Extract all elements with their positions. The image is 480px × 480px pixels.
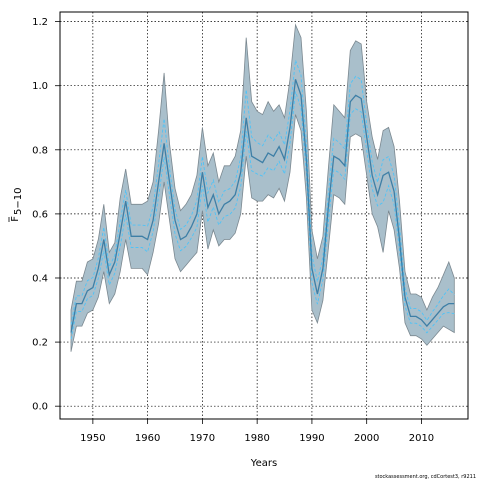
x-tick-label-1990: 1990 xyxy=(299,433,324,444)
y-tick-label-0.6: 0.6 xyxy=(32,209,48,220)
footer-credit: stockassessment.org, cdCortest3, r9211 xyxy=(375,474,476,480)
y-tick-label-1.2: 1.2 xyxy=(32,17,48,28)
y-tick-label-0.8: 0.8 xyxy=(32,145,48,156)
grid xyxy=(60,12,468,419)
y-axis-title: F 5−10 xyxy=(8,188,24,222)
y-axis-title-main: F xyxy=(10,216,21,222)
plot-frame xyxy=(59,11,469,420)
x-tick-label-1960: 1960 xyxy=(135,433,160,444)
y-axis: 0.0 0.2 0.4 0.6 0.8 1.0 1.2 xyxy=(32,17,60,413)
iteration-line-2 xyxy=(70,91,455,340)
median-line xyxy=(70,79,455,333)
y-tick-label-0.4: 0.4 xyxy=(32,273,48,284)
iteration-line-1 xyxy=(70,60,455,325)
y-tick-label-0.0: 0.0 xyxy=(32,402,48,413)
x-axis-title: Years xyxy=(250,458,277,469)
y-tick-label-0.2: 0.2 xyxy=(32,338,48,349)
x-tick-label-1980: 1980 xyxy=(244,433,269,444)
x-axis: 1950 1960 1970 1980 1990 2000 2010 xyxy=(80,419,434,444)
y-tick-label-1.0: 1.0 xyxy=(32,81,48,92)
x-tick-label-2010: 2010 xyxy=(409,433,434,444)
x-tick-label-2000: 2000 xyxy=(354,433,379,444)
confidence-band xyxy=(70,23,455,352)
y-axis-title-sub: 5−10 xyxy=(13,188,24,215)
x-tick-label-1950: 1950 xyxy=(80,433,105,444)
x-tick-label-1970: 1970 xyxy=(190,433,215,444)
